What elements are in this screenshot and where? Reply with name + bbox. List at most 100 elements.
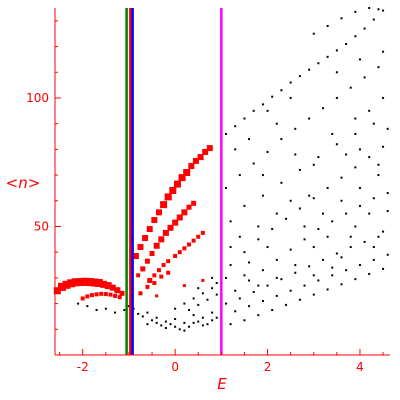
background-point bbox=[335, 71, 338, 74]
highlighted-point bbox=[159, 274, 164, 279]
background-point bbox=[229, 264, 232, 267]
y-axis-label: <n> bbox=[6, 174, 41, 192]
background-point bbox=[340, 256, 343, 259]
background-point bbox=[354, 278, 357, 281]
background-point bbox=[298, 168, 301, 171]
background-point bbox=[248, 305, 251, 308]
background-point bbox=[77, 302, 80, 305]
highlighted-point bbox=[178, 174, 186, 182]
background-point bbox=[377, 174, 380, 177]
highlighted-point bbox=[99, 291, 104, 296]
background-point bbox=[340, 176, 343, 179]
background-point bbox=[303, 238, 306, 241]
background-point bbox=[192, 321, 195, 324]
background-point bbox=[243, 251, 246, 254]
highlighted-point bbox=[117, 295, 122, 300]
background-point bbox=[312, 246, 315, 249]
background-point bbox=[326, 24, 329, 27]
background-point bbox=[183, 302, 186, 305]
background-point bbox=[206, 298, 209, 301]
background-point bbox=[372, 258, 375, 261]
background-point bbox=[234, 125, 237, 128]
highlighted-point bbox=[108, 292, 113, 297]
background-point bbox=[229, 323, 232, 326]
background-point bbox=[280, 278, 283, 281]
background-point bbox=[354, 132, 357, 135]
background-point bbox=[151, 319, 154, 322]
background-point bbox=[114, 311, 117, 314]
highlighted-point bbox=[156, 268, 161, 273]
background-point bbox=[215, 282, 218, 285]
background-point bbox=[331, 266, 334, 269]
highlighted-point bbox=[197, 154, 204, 161]
background-point bbox=[308, 117, 311, 120]
highlighted-point bbox=[177, 250, 182, 255]
background-point bbox=[335, 49, 338, 52]
background-point bbox=[308, 194, 311, 197]
x-tick-label: 4 bbox=[356, 360, 364, 374]
background-point bbox=[211, 276, 214, 279]
tick-labels: -2 0 2 4 50 100 bbox=[26, 91, 364, 374]
background-point bbox=[257, 238, 260, 241]
background-point bbox=[294, 127, 297, 130]
vertical-lines bbox=[125, 8, 223, 355]
background-point bbox=[312, 274, 315, 277]
background-point bbox=[308, 68, 311, 71]
background-point bbox=[382, 267, 385, 270]
background-point bbox=[340, 17, 343, 20]
background-point bbox=[127, 305, 130, 308]
background-point bbox=[331, 220, 334, 223]
background-point bbox=[354, 166, 357, 169]
background-point bbox=[261, 269, 264, 272]
highlighted-point bbox=[104, 282, 112, 290]
background-point bbox=[280, 181, 283, 184]
highlighted-point bbox=[80, 296, 85, 301]
x-tick-label: 2 bbox=[264, 360, 272, 374]
background-points bbox=[77, 7, 389, 332]
highlighted-point bbox=[206, 145, 213, 152]
highlighted-point bbox=[191, 238, 196, 243]
highlighted-point bbox=[53, 287, 61, 295]
background-point bbox=[174, 307, 177, 310]
background-point bbox=[345, 42, 348, 45]
highlighted-point bbox=[182, 246, 187, 251]
background-point bbox=[326, 55, 329, 58]
background-point bbox=[377, 235, 380, 238]
highlighted-point bbox=[182, 284, 186, 288]
background-point bbox=[224, 186, 227, 189]
background-point bbox=[285, 217, 288, 220]
highlighted-point bbox=[188, 163, 195, 170]
background-point bbox=[224, 302, 227, 305]
background-point bbox=[197, 320, 200, 323]
highlighted-point bbox=[153, 242, 160, 249]
highlighted-point bbox=[146, 226, 153, 233]
background-point bbox=[345, 153, 348, 156]
highlighted-point bbox=[119, 290, 125, 296]
background-point bbox=[257, 314, 260, 317]
highlighted-point bbox=[164, 193, 172, 201]
background-point bbox=[354, 225, 357, 228]
highlighted-point bbox=[196, 234, 201, 239]
background-point bbox=[354, 35, 357, 38]
highlighted-point bbox=[155, 294, 159, 298]
background-point bbox=[211, 287, 214, 290]
background-point bbox=[261, 174, 264, 177]
background-point bbox=[298, 207, 301, 210]
background-point bbox=[266, 150, 269, 153]
background-point bbox=[358, 148, 361, 151]
background-point bbox=[123, 309, 126, 312]
highlighted-point bbox=[89, 293, 94, 298]
background-point bbox=[354, 117, 357, 120]
background-point bbox=[312, 32, 315, 35]
highlighted-point bbox=[200, 230, 205, 235]
highlighted-point bbox=[94, 292, 99, 297]
background-point bbox=[164, 320, 167, 323]
background-point bbox=[197, 303, 200, 306]
background-point bbox=[261, 194, 264, 197]
background-point bbox=[372, 246, 375, 249]
background-point bbox=[234, 289, 237, 292]
background-point bbox=[349, 235, 352, 238]
background-point bbox=[335, 252, 338, 255]
background-point bbox=[141, 315, 144, 318]
